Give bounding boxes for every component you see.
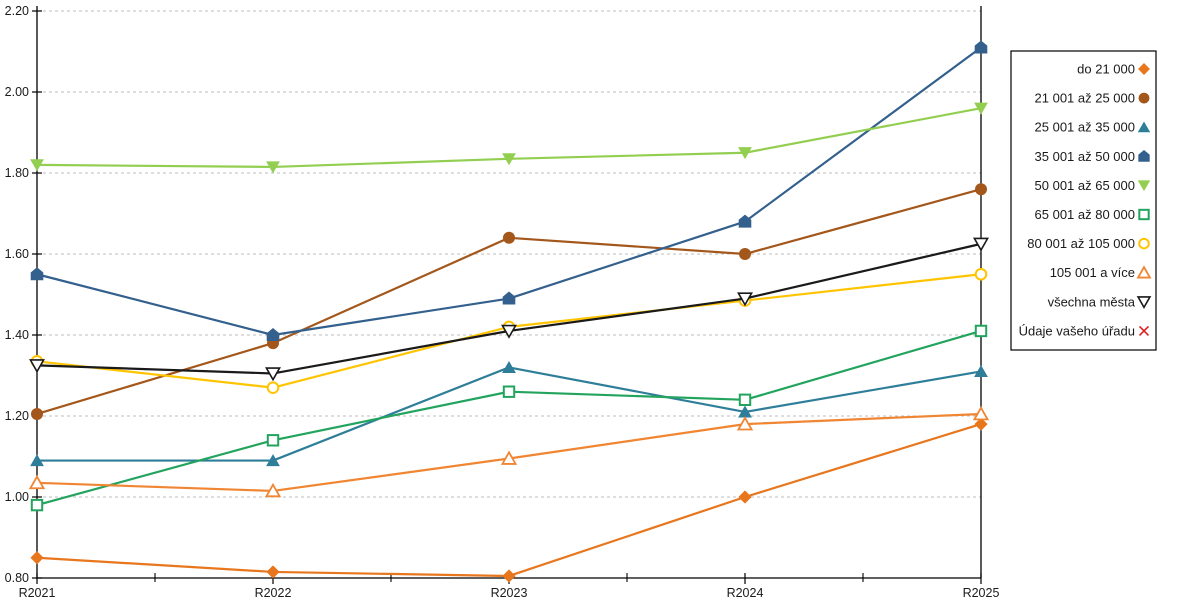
data-point-marker <box>972 405 990 421</box>
data-point-marker <box>28 474 46 490</box>
series-2 <box>30 361 988 467</box>
legend-label: 21 001 až 25 000 <box>1035 91 1135 106</box>
data-point-marker <box>973 237 989 252</box>
legend-marker <box>1138 208 1150 221</box>
data-point-marker <box>738 147 752 160</box>
x-tick-label: R2025 <box>963 586 1000 600</box>
legend-marker <box>1138 150 1150 162</box>
data-point-marker <box>974 417 988 431</box>
legend-item: 21 001 až 25 000 <box>1035 91 1150 106</box>
legend-marker <box>1137 121 1151 133</box>
data-point-marker <box>975 183 987 196</box>
data-point-marker <box>503 231 515 244</box>
data-point-marker <box>737 292 753 307</box>
series-5 <box>30 324 988 512</box>
legend-label: 65 001 až 80 000 <box>1035 207 1135 222</box>
data-point-marker <box>974 365 988 378</box>
data-point-marker <box>265 367 281 382</box>
legend-item: 105 001 a více <box>1050 265 1152 280</box>
series-8 <box>29 237 989 382</box>
data-point-marker <box>266 328 280 341</box>
legend-label: všechna města <box>1048 294 1136 309</box>
data-point-marker <box>738 490 752 504</box>
data-point-marker <box>974 102 988 115</box>
y-tick-label: 1.60 <box>5 247 29 261</box>
legend-box <box>1010 50 1157 351</box>
legend-item: Údaje vašeho úřadu <box>1019 323 1150 338</box>
data-point-marker <box>738 393 752 407</box>
series-0 <box>30 417 988 583</box>
legend-label: 105 001 a více <box>1050 265 1135 280</box>
legend-label: Údaje vašeho úřadu <box>1019 323 1135 338</box>
data-point-marker <box>30 159 44 172</box>
legend-label: 25 001 až 35 000 <box>1035 120 1135 135</box>
data-point-marker <box>266 161 280 174</box>
series-line <box>36 423 982 578</box>
data-point-marker <box>502 361 516 373</box>
x-tick-label: R2024 <box>727 586 764 600</box>
y-tick-label: 1.00 <box>5 490 29 504</box>
series-line <box>36 329 982 507</box>
series-1 <box>31 183 987 420</box>
legend-marker <box>1136 296 1152 309</box>
data-point-marker <box>502 153 516 166</box>
series-7 <box>28 405 990 498</box>
legend-marker <box>1138 63 1150 75</box>
data-point-marker <box>266 381 280 394</box>
legend-item: 25 001 až 35 000 <box>1035 120 1151 135</box>
data-point-marker <box>736 416 754 431</box>
data-point-marker <box>974 267 988 281</box>
data-point-marker <box>30 267 44 281</box>
data-point-marker <box>266 565 280 579</box>
legend-item: do 21 000 <box>1077 62 1150 77</box>
series-3 <box>30 40 988 341</box>
data-point-marker <box>266 454 280 467</box>
data-point-marker <box>738 405 752 418</box>
data-point-marker <box>500 450 518 465</box>
legend-label: 50 001 až 65 000 <box>1035 178 1135 193</box>
legend-item: 35 001 až 50 000 <box>1035 149 1150 164</box>
legend-marker <box>1137 180 1151 192</box>
series-4 <box>30 102 988 174</box>
legend-marker <box>1136 265 1152 279</box>
legend-item: všechna města <box>1048 294 1152 309</box>
data-point-marker <box>266 434 280 447</box>
data-point-marker <box>30 498 44 512</box>
y-tick-label: 2.20 <box>5 4 29 18</box>
data-point-marker <box>30 454 44 467</box>
y-tick-label: 1.80 <box>5 166 29 180</box>
data-point-marker <box>501 324 517 339</box>
series-line <box>36 242 982 375</box>
data-point-marker <box>502 291 516 305</box>
legend-label: do 21 000 <box>1077 62 1135 77</box>
y-tick-label: 0.80 <box>5 571 29 585</box>
y-tick-label: 2.00 <box>5 85 29 99</box>
legend-item: 80 001 až 105 000 <box>1027 236 1150 251</box>
data-point-marker <box>502 569 516 583</box>
y-tick-label: 1.40 <box>5 328 29 342</box>
data-point-marker <box>264 482 282 498</box>
data-point-marker <box>30 551 44 565</box>
data-point-marker <box>738 214 752 228</box>
data-point-marker <box>31 407 43 420</box>
y-tick-label: 1.20 <box>5 409 29 423</box>
data-point-marker <box>739 248 751 260</box>
x-tick-label: R2022 <box>255 586 292 600</box>
legend-item: 65 001 až 80 000 <box>1035 207 1150 222</box>
x-tick-label: R2023 <box>491 586 528 600</box>
legend-label: 80 001 až 105 000 <box>1027 236 1135 251</box>
legend-marker <box>1138 325 1150 336</box>
data-point-marker <box>974 40 988 54</box>
legend-label: 35 001 až 50 000 <box>1035 149 1135 164</box>
data-point-marker <box>29 359 45 374</box>
data-point-marker <box>974 324 988 338</box>
x-tick-label: R2021 <box>19 586 56 600</box>
data-point-marker <box>502 385 516 398</box>
legend-marker <box>1138 92 1150 104</box>
series-line <box>37 366 982 462</box>
legend-marker <box>1138 237 1150 250</box>
legend-item: 50 001 až 65 000 <box>1035 178 1151 193</box>
